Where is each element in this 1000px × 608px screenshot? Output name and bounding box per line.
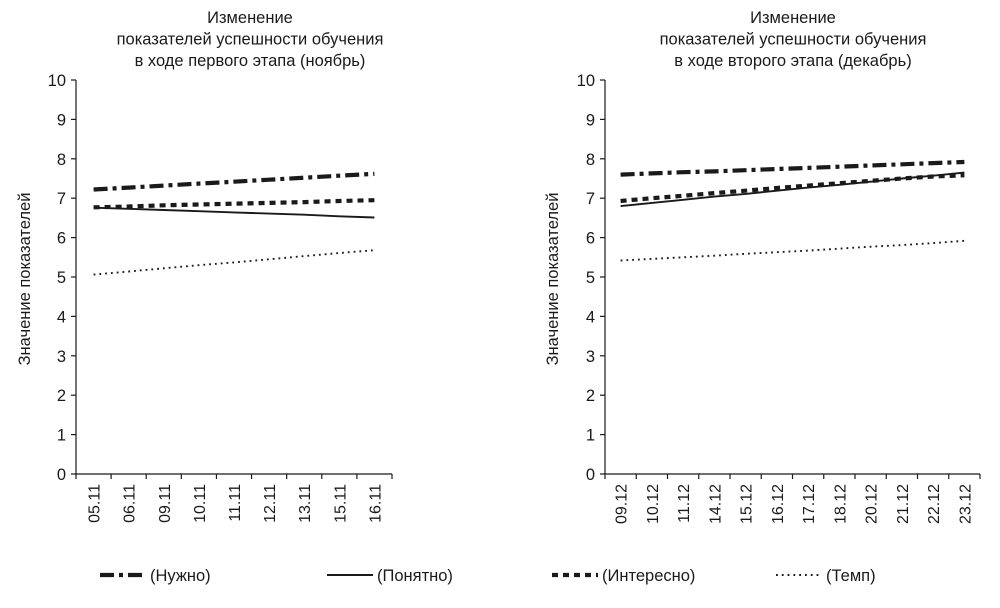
- y-tick-label: 6: [586, 230, 595, 248]
- x-tick-label: 11.12: [676, 484, 693, 523]
- y-tick-label: 1: [586, 427, 595, 445]
- legend-label: (Понятно): [377, 567, 453, 585]
- x-tick-label: 12.11: [262, 484, 279, 523]
- x-tick-label: 15.11: [332, 484, 349, 523]
- chart-title-line: показателей успешности обучения: [117, 31, 384, 49]
- x-tick-label: 17.12: [801, 484, 818, 524]
- x-tick-label: 09.12: [614, 484, 631, 524]
- y-tick-label: 7: [586, 190, 595, 208]
- x-tick-label: 15.12: [739, 484, 756, 524]
- y-tick-label: 4: [586, 308, 595, 326]
- series-line: [620, 171, 965, 208]
- y-tick-label: 6: [57, 230, 66, 248]
- y-tick-label: 10: [48, 72, 66, 90]
- chart-title-line: Изменение: [750, 9, 836, 27]
- y-tick-label: 5: [586, 269, 595, 287]
- series-line: [93, 206, 375, 219]
- y-tick-label: 10: [577, 72, 595, 90]
- x-tick-label: 16.12: [770, 484, 787, 524]
- series-line: [93, 171, 375, 192]
- chart-title-line: в ходе первого этапа (ноябрь): [135, 52, 366, 70]
- y-tick-label: 8: [586, 151, 595, 169]
- x-tick-label: 22.12: [926, 484, 943, 524]
- legend-label: (Темп): [826, 567, 876, 585]
- x-tick-label: 16.11: [367, 484, 384, 523]
- y-tick-label: 7: [57, 190, 66, 208]
- y-tick-label: 0: [57, 466, 66, 484]
- series-line: [620, 173, 965, 204]
- series-line: [93, 198, 375, 210]
- y-tick-label: 2: [57, 387, 66, 405]
- y-tick-label: 9: [586, 111, 595, 129]
- series-line: [620, 159, 965, 177]
- chart-title-line: показателей успешности обучения: [660, 31, 927, 49]
- y-tick-label: 3: [57, 348, 66, 366]
- series-line: [93, 249, 375, 276]
- x-tick-label: 21.12: [895, 484, 912, 524]
- y-tick-label: 0: [586, 466, 595, 484]
- chart-2: Изменение показателей успешности обучения…: [544, 9, 981, 524]
- x-tick-label: 09.11: [157, 484, 174, 523]
- y-axis-label: Значение показателей: [16, 193, 34, 366]
- y-tick-label: 5: [57, 269, 66, 287]
- x-tick-label: 10.12: [645, 484, 662, 524]
- y-tick-label: 3: [586, 348, 595, 366]
- legend-label: (Нужно): [150, 567, 211, 585]
- x-tick-label: 13.11: [297, 484, 314, 523]
- x-tick-label: 11.11: [227, 484, 244, 522]
- y-tick-label: 9: [57, 111, 66, 129]
- chart-title-line: в ходе второго этапа (декабрь): [674, 52, 911, 70]
- y-tick-label: 8: [57, 151, 66, 169]
- x-tick-label: 23.12: [957, 484, 974, 524]
- chart-1: Изменение показателей успешности обучения…: [16, 9, 393, 523]
- x-tick-label: 06.11: [122, 484, 139, 523]
- x-tick-label: 05.11: [87, 484, 104, 523]
- x-tick-label: 14.12: [707, 484, 724, 524]
- y-tick-label: 4: [57, 308, 66, 326]
- series-line: [620, 239, 965, 262]
- x-tick-label: 10.11: [192, 484, 209, 523]
- legend: (Нужно) (Понятно) (Интересно) (Темп): [100, 567, 876, 585]
- y-tick-label: 2: [586, 387, 595, 405]
- chart-title-line: Изменение: [207, 9, 293, 27]
- legend-label: (Интересно): [602, 567, 695, 585]
- y-tick-label: 1: [57, 427, 66, 445]
- x-tick-label: 18.12: [832, 484, 849, 524]
- y-axis-label: Значение показателей: [544, 193, 562, 366]
- x-tick-label: 20.12: [864, 484, 881, 524]
